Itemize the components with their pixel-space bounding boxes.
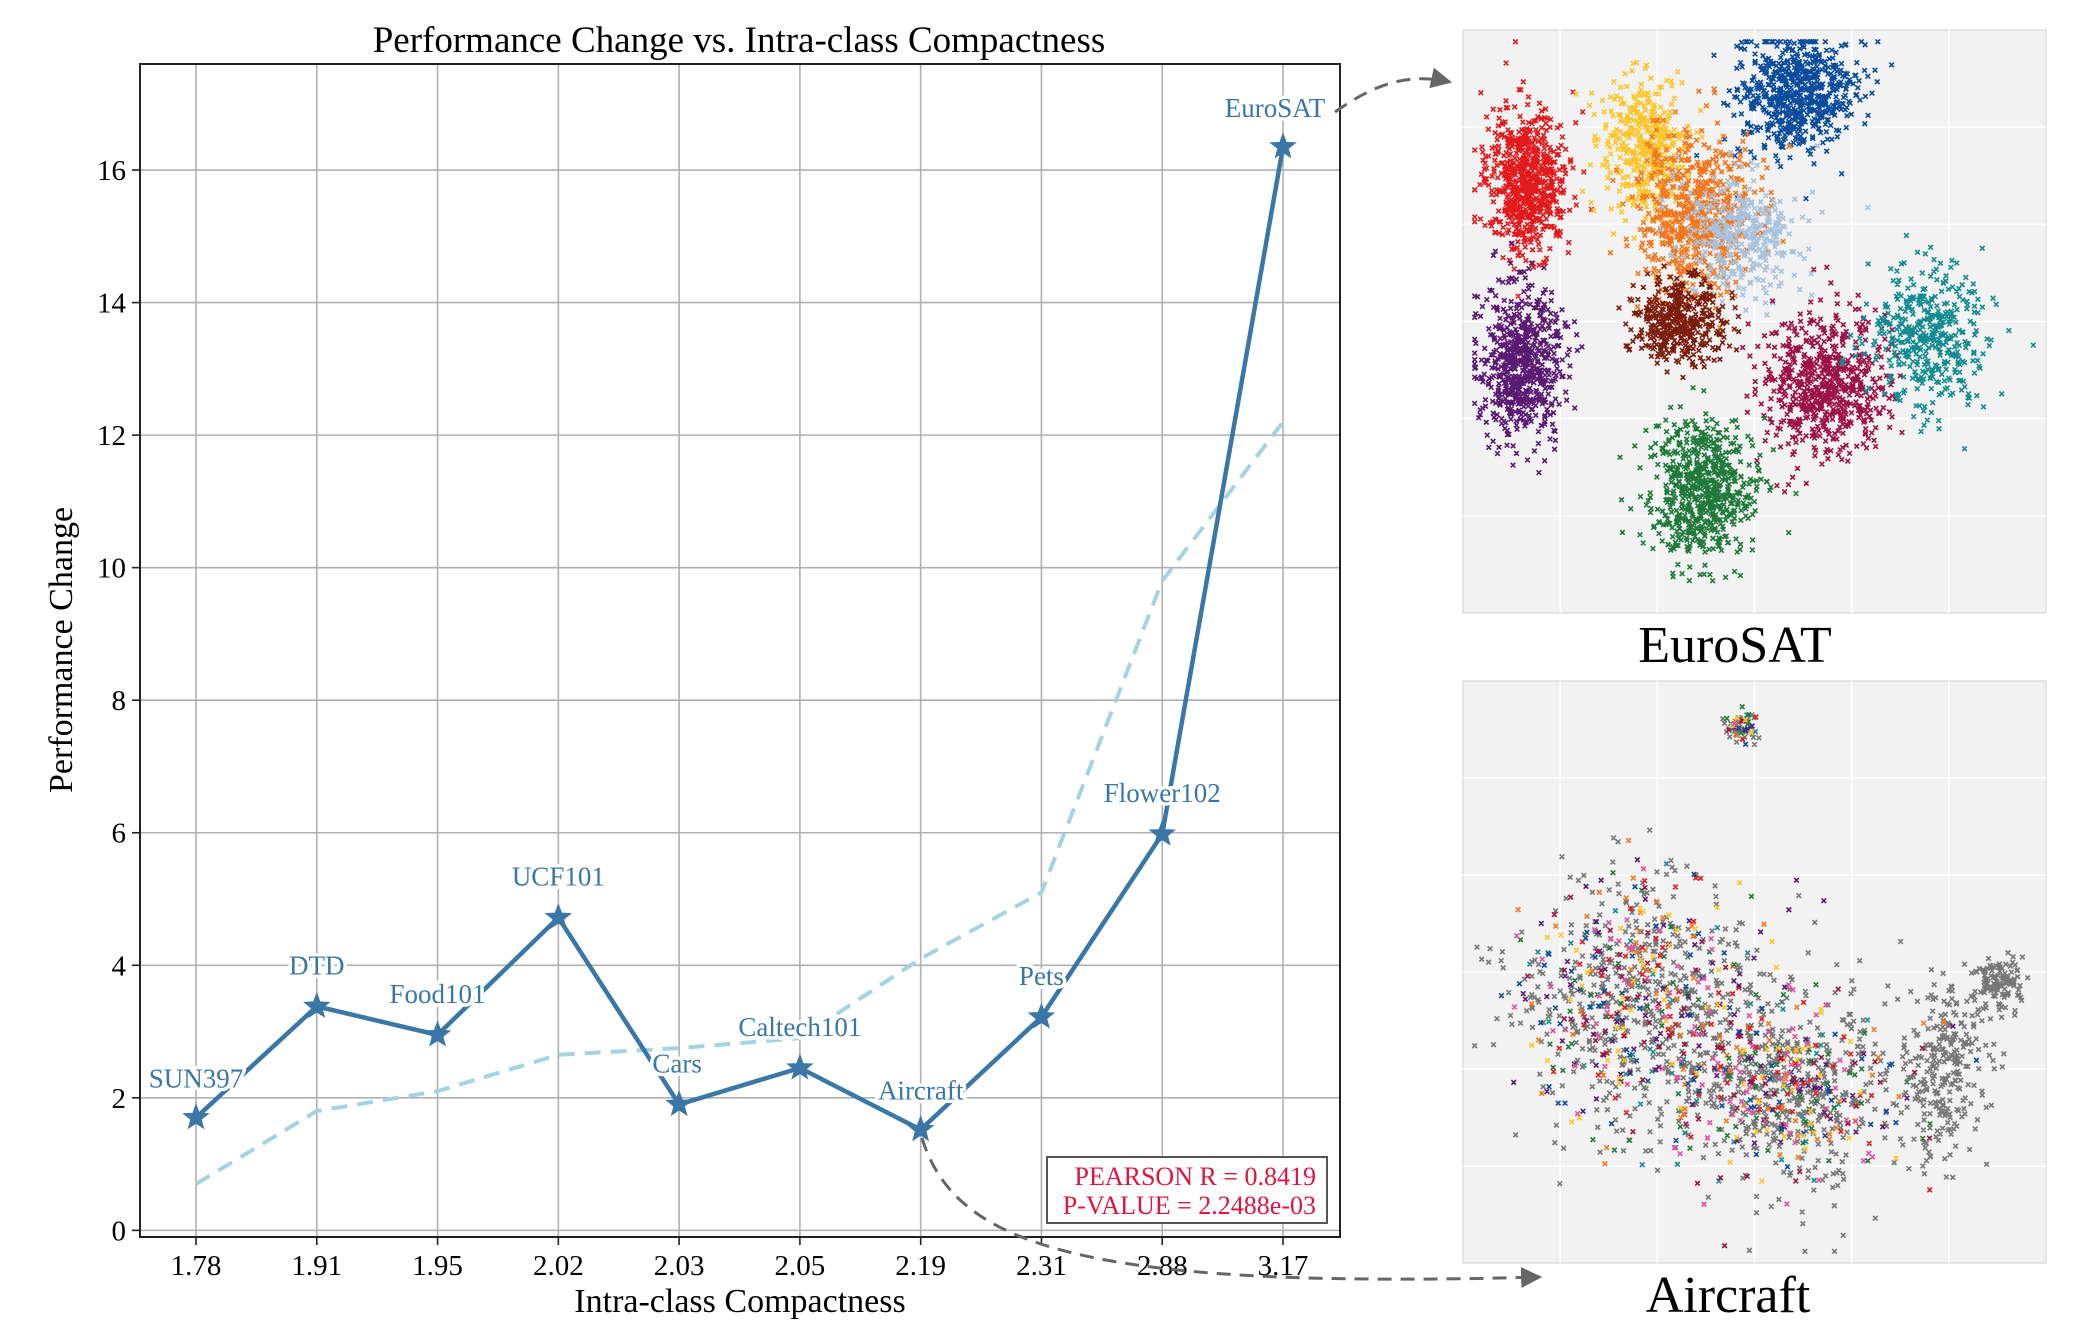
scatter-point-group: [1471, 240, 1585, 476]
eurosat-points: [1471, 38, 2037, 584]
aircraft-points: [1471, 703, 2031, 1255]
point-marker: [1269, 132, 1297, 159]
x-tick-label: 2.02: [533, 1250, 584, 1282]
scatter-point-group: [1617, 384, 1799, 584]
x-tick-label: 1.78: [171, 1250, 222, 1282]
pearson-r-text: PEARSON R = 0.8419: [1075, 1162, 1316, 1191]
stats-box: PEARSON R = 0.8419 P-VALUE = 2.2488e-03: [1046, 1156, 1328, 1224]
y-tick-label: 2: [112, 1083, 127, 1115]
point-label: Aircraft: [878, 1076, 964, 1106]
p-value-text: P-VALUE = 2.2488e-03: [1063, 1191, 1316, 1220]
x-tick-label: 1.95: [412, 1250, 463, 1282]
point-marker: [1148, 819, 1176, 846]
y-tick-label: 6: [112, 818, 127, 850]
series-markers: [182, 132, 1297, 1142]
point-marker: [786, 1053, 814, 1080]
scatter-point-group: [1658, 143, 1871, 318]
x-tick-label: 2.31: [1016, 1250, 1067, 1282]
performance-line: [194, 146, 1286, 1132]
point-marker: [182, 1103, 210, 1130]
eurosat-panel-title: EuroSAT: [1638, 617, 1832, 674]
y-tick-label: 16: [97, 155, 126, 187]
y-tick-label: 0: [112, 1215, 127, 1247]
y-tick-label: 14: [97, 288, 127, 320]
point-label: EuroSAT: [1225, 93, 1326, 123]
scatter-point-group: [1524, 718, 1933, 1249]
x-tick-label: 2.88: [1137, 1250, 1188, 1282]
x-tick-label: 1.91: [291, 1250, 342, 1282]
scatter-point-group: [1511, 720, 1876, 1208]
y-axis-label: Performance Change: [43, 507, 80, 793]
point-labels: SUN397 DTD Food101 UCF101 Cars Caltech101 Airc…: [145, 89, 1329, 1109]
point-marker: [1027, 1002, 1056, 1029]
scatter-point-group: [1616, 263, 1742, 381]
eurosat-connector-arrow: [1334, 67, 1453, 114]
point-label: Flower102: [1104, 778, 1221, 808]
point-label: Food101: [390, 979, 486, 1009]
y-tick-label: 8: [112, 685, 127, 717]
scatter-point-group: [1498, 725, 1980, 1170]
trend-dashed-line: [194, 420, 1285, 1186]
point-marker: [906, 1115, 935, 1142]
point-marker: [423, 1020, 452, 1047]
plot-frame: [139, 63, 1341, 1238]
grid: [140, 64, 1340, 1237]
point-marker: [665, 1090, 693, 1117]
point-label: Cars: [652, 1048, 702, 1078]
point-label: Caltech101: [738, 1012, 861, 1042]
scatter-point-group: [1739, 264, 1905, 495]
point-marker: [303, 991, 331, 1019]
y-tick-label: 12: [97, 420, 126, 452]
stats-box-frame: [1046, 1156, 1328, 1224]
point-label: Pets: [1019, 961, 1064, 991]
point-label: SUN397: [149, 1064, 244, 1094]
line-chart: Performance Change vs. Intra-class Compa…: [43, 20, 1341, 1320]
x-axis-label: Intra-class Compactness: [574, 1283, 905, 1320]
scatter-point-group: [1838, 232, 2037, 452]
scatter-point-group: [1528, 715, 1899, 1184]
eurosat-scatter-panel: EuroSAT: [1462, 29, 2047, 674]
aircraft-connector-arrow: [920, 1137, 1543, 1289]
x-tick-label: 2.03: [654, 1250, 705, 1282]
aircraft-panel-title: Aircraft: [1646, 1267, 1811, 1324]
series-lines: [194, 146, 1286, 1186]
aircraft-scatter-panel: Aircraft: [1462, 680, 2047, 1324]
y-tick-label: 10: [97, 553, 126, 585]
chart-title: Performance Change vs. Intra-class Compa…: [373, 20, 1106, 61]
aircraft-panel-grid: [1463, 681, 2046, 1263]
point-label: UCF101: [512, 862, 605, 892]
point-label: DTD: [289, 950, 345, 980]
point-marker: [544, 903, 573, 930]
scatter-point-group: [1550, 714, 1933, 1193]
y-tick-label: 4: [112, 950, 127, 982]
x-tick-label: 2.19: [895, 1250, 946, 1282]
x-tick-label: 2.05: [775, 1250, 826, 1282]
axis-ticks: 1.78 1.91 1.95 2.02 2.03 2.05 2.19 2.31 2.88 3.17…: [97, 155, 1308, 1282]
scatter-point-group: [1471, 38, 1595, 299]
